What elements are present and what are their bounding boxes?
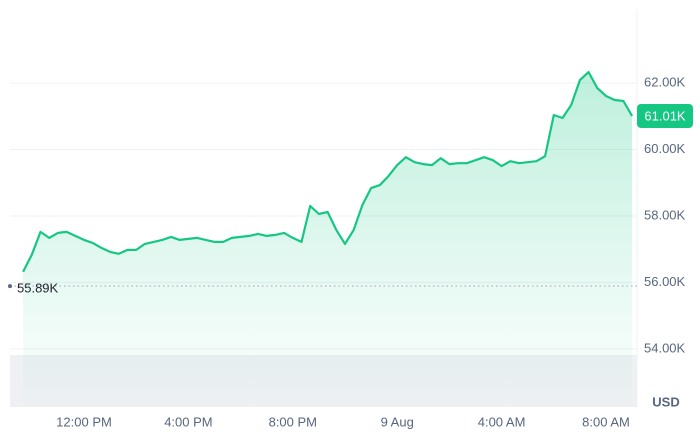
- x-tick-label: 4:00 PM: [164, 414, 212, 429]
- x-tick-label: 8:00 AM: [582, 414, 630, 429]
- y-tick-label: 56.00K: [644, 274, 686, 289]
- reference-label: 55.89K: [17, 281, 59, 296]
- y-tick-label: 60.00K: [644, 141, 686, 156]
- y-tick-label: 54.00K: [644, 340, 686, 355]
- x-tick-label: 8:00 PM: [269, 414, 317, 429]
- x-tick-label: 4:00 AM: [478, 414, 526, 429]
- price-line: [22, 71, 634, 273]
- unit-label: USD: [652, 394, 679, 409]
- current-price-box: [637, 103, 693, 128]
- x-tick-label: 12:00 PM: [56, 414, 112, 429]
- price-area: [23, 72, 633, 407]
- current-price-label: 61.01K: [644, 108, 686, 123]
- reference-dot: [8, 284, 12, 289]
- y-tick-label: 58.00K: [644, 207, 686, 222]
- x-tick-label: 9 Aug: [381, 414, 414, 429]
- y-tick-label: 62.00K: [644, 75, 686, 90]
